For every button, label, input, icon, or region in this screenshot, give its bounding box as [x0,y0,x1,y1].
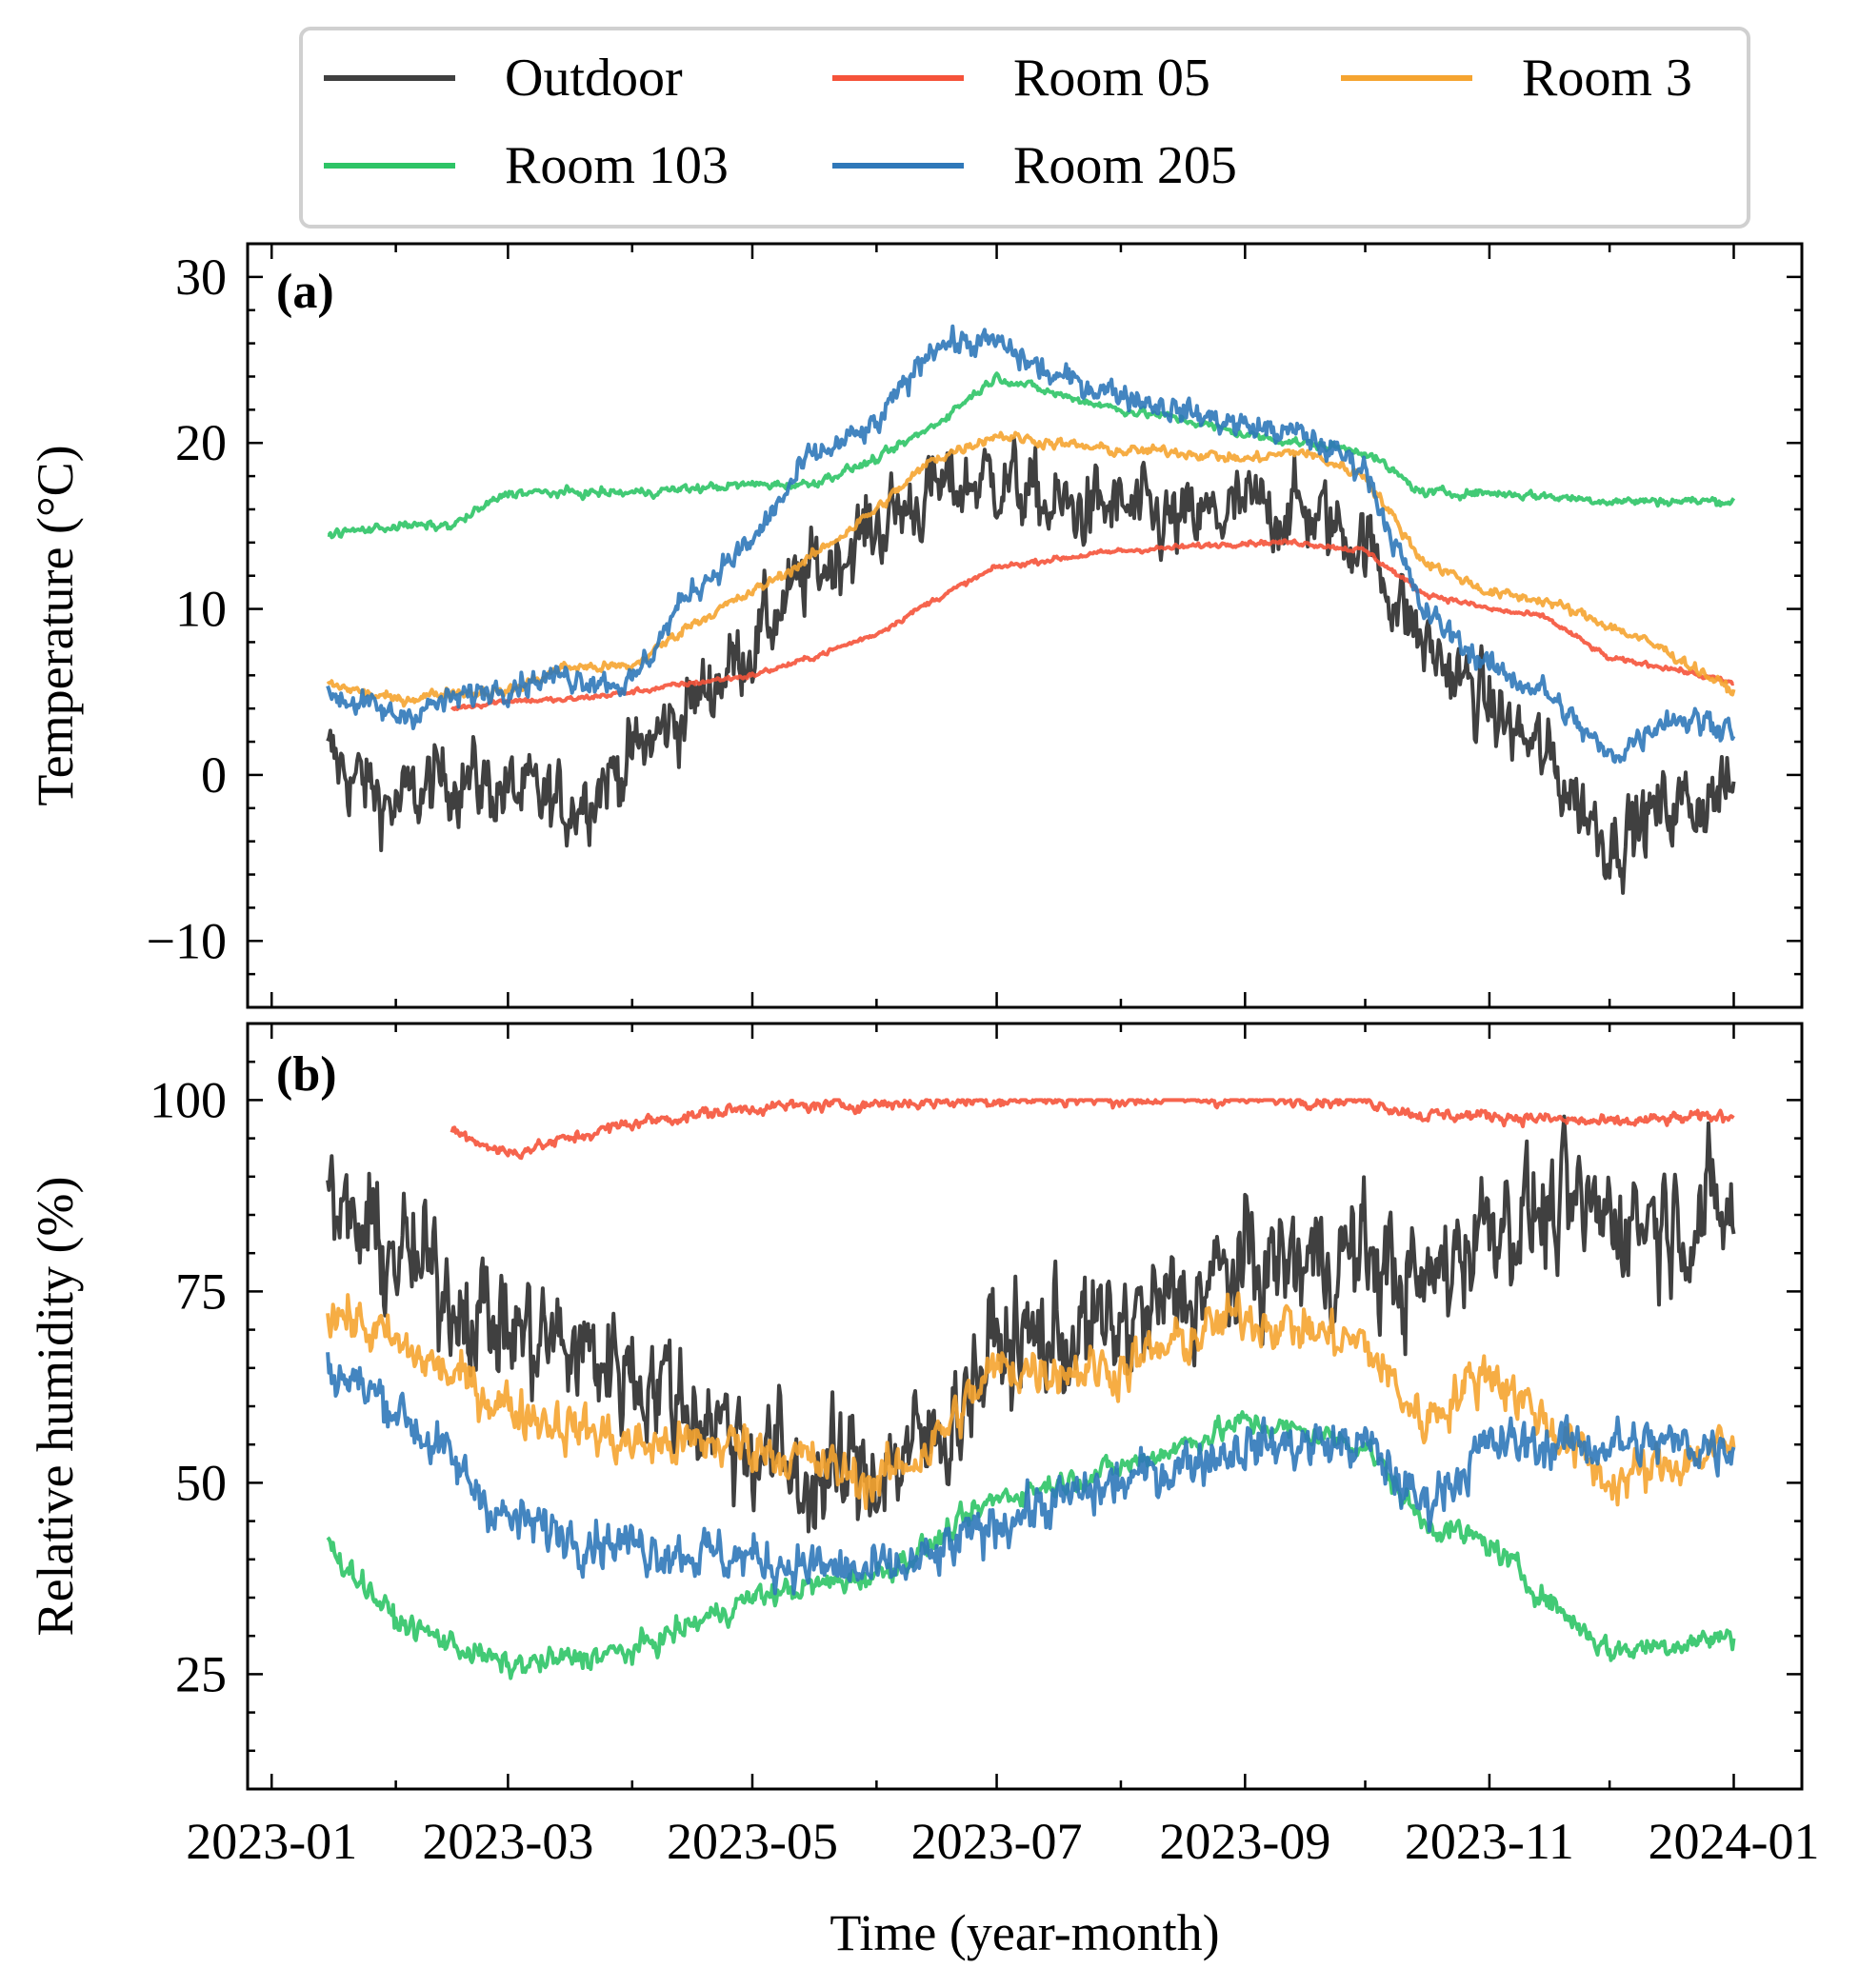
x-tick-label: 2023-05 [667,1813,838,1870]
panel-b-label: (b) [276,1047,337,1102]
x-tick-label: 2023-07 [911,1813,1083,1870]
y-tick-label-b: 75 [175,1262,227,1320]
panel-a-frame [246,242,1804,1009]
y-tick-label-a: 10 [175,581,227,638]
x-tick-label: 2023-09 [1159,1813,1330,1870]
panel-a-ylabel: Temperature (°C) [27,445,84,805]
legend-label-room-103: Room 103 [505,136,729,195]
legend: Outdoor Room 103 Room 05 Room 205 Room 3 [299,27,1750,229]
panel-a-label: (a) [276,265,334,319]
x-tick-label: 2023-03 [422,1813,593,1870]
x-tick-label: 2024-01 [1649,1813,1820,1870]
y-tick-label-a: 0 [201,746,227,804]
panel-a: −10 0 10 20 30 (a) Temperature (°C) [27,242,1804,1009]
y-tick-label-a: 20 [175,414,227,471]
y-tick-label-a: 30 [175,248,227,306]
series-line-b-room-103 [326,1410,1736,1680]
panel-b-ylabel: Relative humidity (%) [27,1177,84,1637]
panel-b: 25 50 75 100 (b) Relative humidity (%) [27,1022,1804,1791]
series-line-a-room-103 [327,371,1736,540]
series-line-b-room-3 [326,1291,1736,1511]
legend-label-room-205: Room 205 [1013,136,1237,195]
legend-label-room-05: Room 05 [1013,49,1210,108]
legend-label-room-3: Room 3 [1522,49,1692,108]
x-tick-label: 2023-11 [1405,1813,1574,1870]
legend-label-outdoor: Outdoor [505,49,683,108]
series-line-a-outdoor [326,436,1736,895]
series-line-b-outdoor [326,1114,1736,1534]
series-line-b-room-05 [450,1098,1735,1161]
panel-b-frame [246,1022,1804,1791]
x-tick-label: 2023-01 [186,1813,357,1870]
series-line-b-room-205 [326,1352,1736,1596]
series-line-a-room-205 [326,324,1736,765]
series-line-a-room-3 [326,430,1736,708]
y-tick-label-a: −10 [147,912,227,969]
y-tick-label-b: 25 [175,1645,227,1702]
y-tick-label-b: 50 [175,1454,227,1511]
y-tick-label-b: 100 [150,1071,227,1128]
series-line-a-room-05 [450,538,1735,711]
x-axis-title: Time (year-month) [830,1904,1219,1961]
